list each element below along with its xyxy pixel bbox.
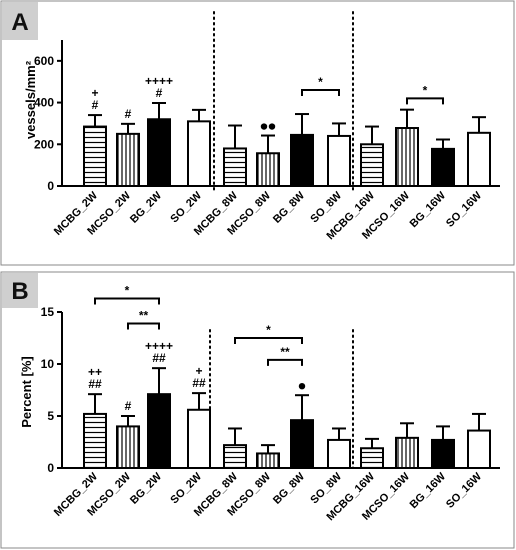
panel-a-annotation-dot bbox=[268, 123, 276, 130]
panel-a-y-axis-label: vessels/mm² bbox=[23, 60, 38, 139]
panel-b-bar bbox=[147, 393, 171, 469]
panel-a: A 0200400600vessels/mm²MCBG_2WMCSO_2WBG_… bbox=[0, 0, 515, 266]
panel-a-y-tick-label: 400 bbox=[34, 96, 54, 110]
panel-b-bar bbox=[467, 429, 491, 469]
panel-a-bar bbox=[256, 152, 280, 188]
panel-b-annotation: ++++ bbox=[145, 339, 173, 353]
panel-a-annotation: # bbox=[125, 107, 132, 121]
panel-b-bracket-label: * bbox=[266, 323, 271, 337]
panel-b-letter: B bbox=[11, 278, 28, 305]
panel-a-bar bbox=[290, 133, 314, 187]
panel-b-bar bbox=[116, 425, 140, 469]
panel-a-annotation-dot bbox=[260, 123, 268, 130]
panel-b-y-tick-label: 10 bbox=[41, 357, 55, 371]
panel-a-bar bbox=[467, 131, 491, 187]
panel-a-bracket-label: * bbox=[423, 83, 428, 97]
panel-b-y-tick-label: 15 bbox=[41, 305, 55, 319]
panel-b-comparison-bracket bbox=[267, 358, 303, 366]
panel-b-comparison-bracket bbox=[127, 322, 160, 330]
panel-a-letter: A bbox=[11, 9, 28, 36]
panel-a-bar bbox=[327, 134, 351, 187]
panel-b-bracket-label: ** bbox=[280, 345, 290, 359]
panel-a-annotation: ++++ bbox=[145, 74, 173, 88]
panel-b-bar bbox=[431, 438, 455, 470]
panel-a-y-tick-label: 200 bbox=[34, 137, 54, 151]
panel-b-bar bbox=[290, 419, 314, 470]
panel-b-annotation: ## bbox=[152, 351, 166, 365]
panel-a-comparison-bracket bbox=[406, 97, 444, 105]
panel-b-comparison-bracket bbox=[234, 337, 303, 344]
panel-a-annotation: # bbox=[156, 86, 163, 100]
panel-b-bar bbox=[395, 436, 419, 469]
panel-a-bar bbox=[395, 127, 419, 187]
panel-b-annotation: # bbox=[125, 399, 132, 413]
panel-a-bar bbox=[147, 118, 171, 187]
panel-b-annotation: + bbox=[195, 364, 202, 378]
panel-a-bar bbox=[360, 143, 384, 188]
panel-b-bracket-label: ** bbox=[139, 308, 149, 322]
panel-a-bar bbox=[223, 147, 247, 187]
panel-a-bar bbox=[431, 147, 455, 187]
panel-a-bar bbox=[116, 132, 140, 188]
panel-b-comparison-bracket bbox=[94, 297, 160, 305]
panel-a-bar bbox=[83, 125, 107, 187]
panel-b-bar bbox=[360, 447, 384, 469]
panel-b-annotation-dot bbox=[298, 383, 306, 390]
panel-b-y-tick-label: 0 bbox=[47, 461, 54, 475]
panel-b-annotation: ## bbox=[192, 376, 206, 390]
panel-b-y-axis-label: Percent [%] bbox=[19, 356, 34, 428]
panel-a-bar bbox=[187, 120, 211, 187]
panel-b-bar bbox=[256, 452, 280, 470]
panel-a-annotation: # bbox=[92, 98, 99, 112]
panel-b-bracket-label: * bbox=[125, 283, 130, 297]
panel-a-y-tick-label: 600 bbox=[34, 54, 54, 68]
panel-b-frame bbox=[0, 271, 515, 549]
panel-b-badge bbox=[2, 273, 38, 308]
panel-a-badge bbox=[2, 2, 38, 40]
panel-b-y-tick-label: 5 bbox=[47, 409, 54, 423]
panel-b-bar bbox=[327, 438, 351, 470]
panel-a-bracket-label: * bbox=[318, 75, 323, 89]
panel-b-annotation: ## bbox=[88, 377, 102, 391]
panel-b-annotation: ++ bbox=[88, 365, 102, 379]
panel-a-frame bbox=[0, 0, 515, 266]
panel-b-bar bbox=[223, 444, 247, 469]
panel-b-bar bbox=[187, 408, 211, 470]
panel-a-annotation: + bbox=[91, 86, 98, 100]
panel-a-comparison-bracket bbox=[301, 89, 340, 97]
panel-b-bar bbox=[83, 412, 107, 470]
panel-a-y-tick-label: 0 bbox=[47, 179, 54, 193]
